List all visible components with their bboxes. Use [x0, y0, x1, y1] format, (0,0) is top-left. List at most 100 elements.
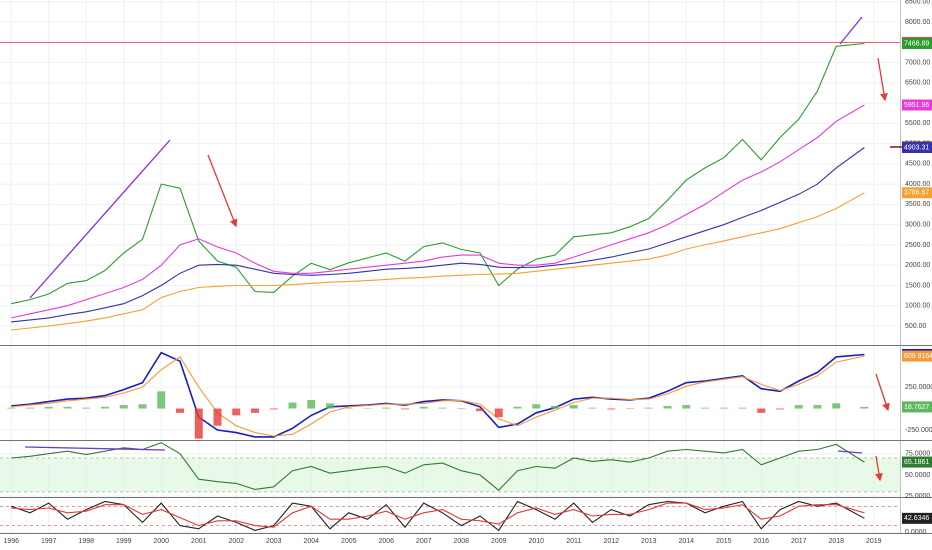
histogram-bar	[138, 404, 147, 409]
histogram-bar	[82, 407, 91, 409]
end-label-box	[902, 401, 932, 413]
x-tick-label: 2000	[153, 538, 169, 545]
end-label: 7468.89	[904, 40, 929, 47]
histogram-bar	[344, 407, 353, 409]
series-line	[11, 502, 865, 528]
arrow	[875, 373, 890, 412]
x-tick-label: 2015	[716, 538, 732, 545]
histogram-bar	[157, 391, 166, 409]
y-tick-label: 4000.00	[905, 181, 930, 188]
y-tick-label: 7000.00	[905, 59, 930, 66]
x-tick-label: 1999	[116, 538, 132, 545]
histogram-bar	[663, 405, 672, 409]
histogram-bar	[26, 407, 34, 409]
histogram-bar	[588, 407, 597, 409]
x-tick-label: 2004	[303, 538, 319, 545]
x-tick-label: 2018	[828, 538, 844, 545]
histogram-bar	[326, 403, 334, 409]
histogram-bar	[738, 407, 747, 409]
histogram-bar	[63, 406, 72, 409]
histogram-bar	[607, 408, 616, 410]
y-tick-label: 500.00	[905, 323, 927, 330]
x-tick-label: 2001	[191, 538, 207, 545]
histogram-bar	[307, 399, 316, 409]
x-tick-label: 1997	[41, 538, 57, 545]
arrow	[207, 154, 238, 228]
histogram-bar	[757, 408, 766, 413]
y-tick-label: 1500.00	[905, 282, 930, 289]
histogram-bar	[719, 407, 728, 409]
histogram-bar	[532, 404, 541, 409]
x-tick-label: 2013	[641, 538, 657, 545]
histogram-bar	[794, 405, 803, 409]
x-tick-label: 2019	[866, 538, 882, 545]
end-label: 5951.96	[904, 102, 929, 109]
x-tick-label: 2009	[491, 538, 507, 545]
arrow	[877, 57, 888, 102]
y-tick-label: 3000.00	[905, 222, 930, 229]
x-tick-label: 2016	[753, 538, 769, 545]
x-tick-label: 1998	[78, 538, 94, 545]
y-tick-label: 2000.00	[905, 262, 930, 269]
x-tick-label: 1996	[3, 538, 19, 545]
histogram-bar	[7, 407, 16, 409]
histogram-bar	[251, 408, 259, 413]
end-label-box	[902, 456, 932, 468]
x-tick-label: 2007	[416, 538, 432, 545]
histogram-bar	[44, 406, 53, 409]
y-tick-label: 1000.00	[905, 303, 930, 310]
histogram-bar	[288, 402, 297, 409]
y-tick-label: 4500.00	[905, 161, 930, 168]
histogram-bar	[213, 408, 222, 426]
histogram-bar	[494, 408, 503, 418]
x-tick-label: 2011	[566, 538, 581, 545]
end-label-box	[902, 350, 932, 362]
y-tick-label: 3500.00	[905, 201, 930, 208]
arrow	[875, 455, 883, 482]
histogram-bar	[438, 407, 447, 409]
histogram-bar	[569, 405, 578, 409]
y-tick-label: 2500.00	[905, 242, 930, 249]
histogram-bar	[401, 408, 409, 410]
series-line	[11, 192, 865, 331]
histogram-bar	[860, 406, 869, 409]
y-tick-label: 25.0000	[905, 493, 930, 500]
end-label: 4903.31	[904, 144, 929, 151]
histogram-bar	[101, 406, 109, 409]
x-tick-label: 2008	[453, 538, 469, 545]
histogram-bar	[701, 407, 709, 409]
series-line	[11, 147, 865, 323]
y-tick-label: 8000.00	[905, 19, 930, 26]
end-label-box	[902, 512, 932, 524]
end-label: 3786.67	[904, 190, 929, 197]
histogram-bar	[269, 408, 278, 410]
y-tick-label: -250.0000	[905, 427, 932, 434]
histogram-bar	[476, 408, 484, 412]
histogram-bar	[119, 405, 128, 409]
series-line	[11, 42, 865, 305]
x-tick-label: 2006	[378, 538, 394, 545]
end-label-box	[902, 187, 932, 199]
end-label: 42.6346	[904, 515, 929, 522]
series-line	[11, 351, 865, 438]
histogram-bar	[382, 407, 391, 409]
histogram-bar	[813, 405, 822, 409]
series-line	[11, 104, 865, 319]
histogram-bar	[776, 408, 784, 410]
histogram-bar	[551, 405, 559, 409]
histogram-bar	[644, 407, 653, 409]
histogram-bar	[419, 406, 428, 409]
x-tick-label: 2012	[603, 538, 619, 545]
y-tick-label: 75.0000	[905, 451, 930, 458]
trend-line	[837, 450, 863, 454]
y-tick-label: 8500.00	[905, 0, 930, 6]
end-label: 609.8164	[904, 353, 932, 360]
histogram-bar	[194, 408, 203, 439]
x-tick-label: 2002	[228, 538, 244, 545]
y-tick-label: 250.0000	[905, 384, 932, 391]
y-tick-label: 50.0000	[905, 472, 930, 479]
trend-line	[839, 16, 863, 45]
series-line	[11, 442, 865, 491]
